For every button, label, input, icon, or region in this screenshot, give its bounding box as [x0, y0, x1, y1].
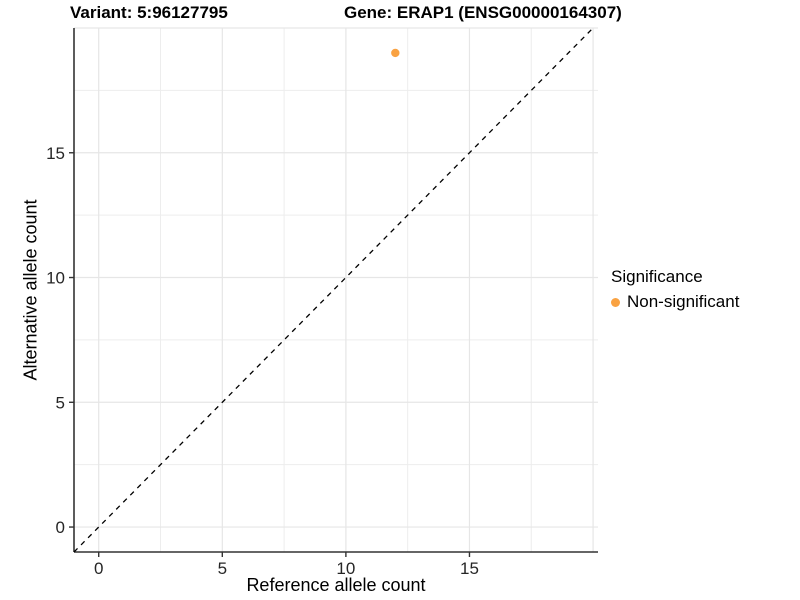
plot-title-gene: Gene: ERAP1 (ENSG00000164307)	[344, 3, 622, 22]
plot-title-variant: Variant: 5:96127795	[70, 3, 228, 22]
y-tick-label: 5	[56, 393, 65, 412]
x-tick-label: 15	[460, 559, 479, 578]
x-tick-label: 5	[218, 559, 227, 578]
legend-point-icon	[611, 297, 620, 307]
legend-item-label: Non-significant	[627, 292, 740, 311]
legend: Significance Non-significant	[611, 267, 739, 312]
y-axis-title: Alternative allele count	[20, 199, 41, 381]
legend-title: Significance	[611, 267, 703, 286]
y-tick-label: 15	[46, 144, 65, 163]
x-tick-label: 10	[336, 559, 355, 578]
x-axis-title: Reference allele count	[246, 575, 426, 595]
y-tick-label: 10	[46, 269, 65, 288]
legend-item: Non-significant	[611, 292, 739, 312]
identity-line	[73, 27, 594, 553]
x-tick-label: 0	[94, 559, 103, 578]
data-point	[391, 48, 400, 58]
y-tick-label: 0	[56, 518, 65, 537]
